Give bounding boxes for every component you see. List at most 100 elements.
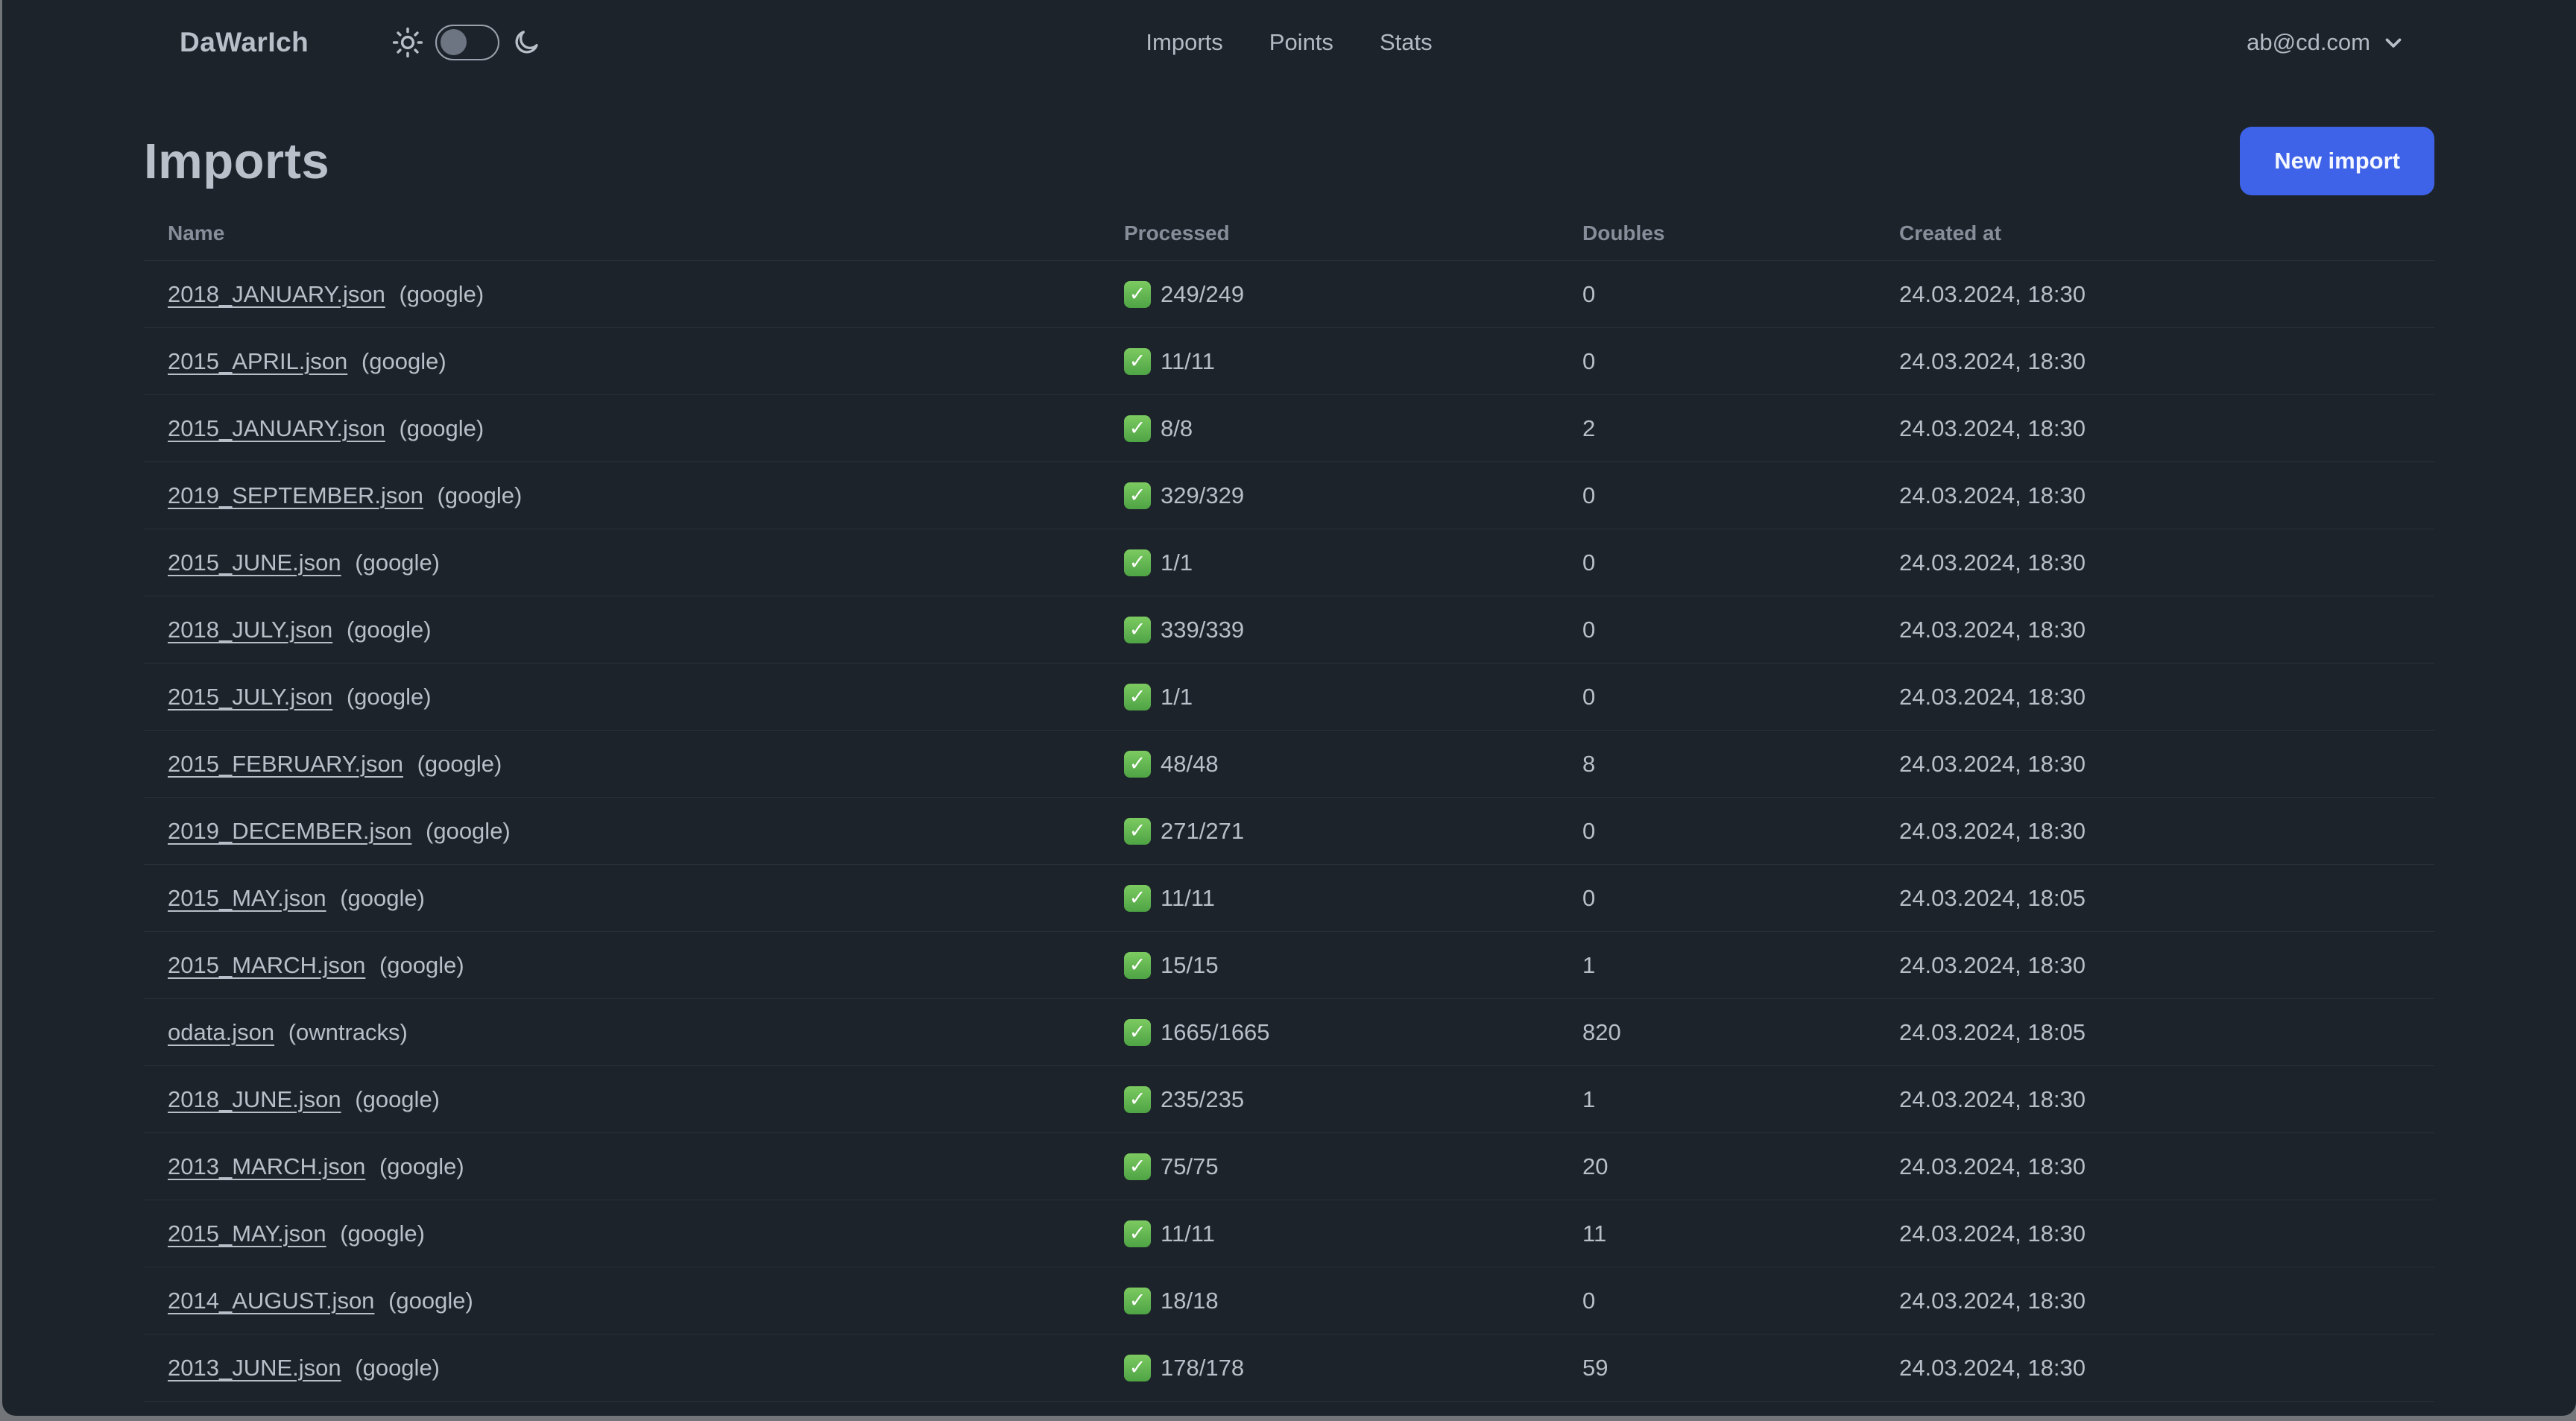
success-check-icon: [1124, 1018, 1151, 1046]
created-at: 24.03.2024, 18:30: [1899, 482, 2086, 508]
name-cell: 2015_JANUARY.json (google): [144, 415, 1100, 442]
table-header-row: Name Processed Doubles Created at: [144, 203, 2434, 261]
app-logo[interactable]: DaWarIch: [180, 27, 309, 57]
created-at: 24.03.2024, 18:30: [1899, 415, 2086, 441]
created-at: 24.03.2024, 18:30: [1899, 616, 2086, 643]
new-import-button[interactable]: New import: [2240, 127, 2434, 195]
processed-cell: 249/249: [1100, 280, 1559, 308]
table-row: 2013_JUNE.json (google) 178/178 59 24.03…: [144, 1335, 2434, 1402]
processed-count: 48/48: [1161, 750, 1219, 777]
import-file-link[interactable]: 2015_APRIL.json: [168, 347, 348, 374]
import-file-link[interactable]: 2015_JUNE.json: [168, 549, 341, 576]
doubles-count: 2: [1582, 415, 1596, 441]
doubles-count: 0: [1582, 280, 1596, 307]
processed-count: 18/18: [1161, 1287, 1219, 1314]
success-check-icon: [1124, 415, 1151, 442]
table-row: 2015_JUNE.json (google) 1/1 0 24.03.2024…: [144, 529, 2434, 596]
processed-count: 8/8: [1161, 415, 1193, 441]
toggle-knob: [441, 29, 467, 55]
user-menu[interactable]: ab@cd.com: [2247, 29, 2406, 56]
name-cell: 2015_MAY.json (google): [144, 885, 1100, 912]
chevron-down-icon: [2381, 30, 2406, 55]
success-check-icon: [1124, 683, 1151, 710]
success-check-icon: [1124, 482, 1151, 509]
import-file-link[interactable]: 2014_AUGUST.json: [168, 1287, 375, 1314]
processed-count: 11/11: [1161, 1220, 1215, 1247]
theme-toggle-switch[interactable]: [435, 25, 500, 60]
table-row: odata.json (owntracks) 1665/1665 820 24.…: [144, 999, 2434, 1066]
import-source: (google): [340, 1220, 425, 1247]
doubles-count: 20: [1582, 1153, 1609, 1179]
name-cell: 2013_JUNE.json (google): [144, 1355, 1100, 1381]
doubles-count: 0: [1582, 549, 1596, 576]
table-row: 2015_MARCH.json (google) 15/15 1 24.03.2…: [144, 932, 2434, 999]
import-source: (google): [361, 347, 446, 374]
doubles-count: 0: [1582, 616, 1596, 643]
import-source: (google): [388, 1287, 473, 1314]
created-at: 24.03.2024, 18:30: [1899, 1287, 2086, 1314]
created-at: 24.03.2024, 18:05: [1899, 884, 2086, 911]
name-cell: 2015_JUNE.json (google): [144, 549, 1100, 576]
nav-item-imports[interactable]: Imports: [1146, 29, 1223, 55]
theme-toggle-group: [392, 25, 541, 60]
created-at: 24.03.2024, 18:30: [1899, 549, 2086, 576]
import-file-link[interactable]: 2015_JANUARY.json: [168, 415, 385, 441]
nav-item-stats[interactable]: Stats: [1379, 29, 1433, 55]
page-header: Imports New import: [144, 127, 2434, 195]
table-row: 2014_AUGUST.json (google) 18/18 0 24.03.…: [144, 1267, 2434, 1335]
processed-cell: 11/11: [1100, 1220, 1559, 1247]
import-source: (google): [379, 1153, 464, 1179]
name-cell: 2015_APRIL.json (google): [144, 348, 1100, 375]
processed-count: 178/178: [1161, 1354, 1245, 1381]
processed-cell: 1/1: [1100, 549, 1559, 576]
import-source: (google): [437, 482, 523, 508]
success-check-icon: [1124, 884, 1151, 912]
main-nav: Imports Points Stats: [1146, 0, 1432, 85]
import-source: (google): [355, 1086, 441, 1112]
processed-cell: 11/11: [1100, 347, 1559, 375]
import-file-link[interactable]: 2018_JULY.json: [168, 616, 333, 643]
success-check-icon: [1124, 750, 1151, 778]
table-row: 2018_JUNE.json (google) 235/235 1 24.03.…: [144, 1066, 2434, 1133]
import-file-link[interactable]: 2015_MAY.json: [168, 884, 326, 911]
import-file-link[interactable]: 2015_JULY.json: [168, 683, 333, 710]
processed-cell: 8/8: [1100, 415, 1559, 442]
doubles-count: 1: [1582, 1086, 1596, 1112]
created-at: 24.03.2024, 18:30: [1899, 1220, 2086, 1247]
import-file-link[interactable]: 2019_DECEMBER.json: [168, 817, 412, 844]
created-at: 24.03.2024, 18:30: [1899, 817, 2086, 844]
created-at: 24.03.2024, 18:30: [1899, 683, 2086, 710]
success-check-icon: [1124, 280, 1151, 308]
import-file-link[interactable]: 2019_SEPTEMBER.json: [168, 482, 423, 508]
nav-item-points[interactable]: Points: [1269, 29, 1333, 55]
created-at: 24.03.2024, 18:30: [1899, 750, 2086, 777]
name-cell: 2019_SEPTEMBER.json (google): [144, 482, 1100, 509]
processed-count: 11/11: [1161, 347, 1215, 374]
name-cell: 2015_FEBRUARY.json (google): [144, 751, 1100, 778]
name-cell: 2013_MARCH.json (google): [144, 1153, 1100, 1180]
created-at: 24.03.2024, 18:30: [1899, 347, 2086, 374]
name-cell: 2019_DECEMBER.json (google): [144, 818, 1100, 845]
moon-icon: [511, 28, 541, 57]
import-file-link[interactable]: 2013_MARCH.json: [168, 1153, 366, 1179]
processed-count: 75/75: [1161, 1153, 1219, 1179]
created-at: 24.03.2024, 18:30: [1899, 1354, 2086, 1381]
sun-icon: [392, 27, 423, 58]
success-check-icon: [1124, 616, 1151, 643]
import-file-link[interactable]: 2015_MARCH.json: [168, 951, 366, 978]
processed-count: 1/1: [1161, 549, 1193, 576]
import-source: (google): [340, 884, 425, 911]
doubles-count: 59: [1582, 1354, 1609, 1381]
success-check-icon: [1124, 1354, 1151, 1381]
import-file-link[interactable]: 2013_JUNE.json: [168, 1354, 341, 1381]
import-file-link[interactable]: 2018_JUNE.json: [168, 1086, 341, 1112]
success-check-icon: [1124, 951, 1151, 979]
column-header-processed: Processed: [1124, 221, 1230, 245]
success-check-icon: [1124, 347, 1151, 375]
import-file-link[interactable]: 2015_FEBRUARY.json: [168, 750, 403, 777]
import-file-link[interactable]: odata.json: [168, 1018, 275, 1045]
import-source: (google): [346, 616, 432, 643]
import-file-link[interactable]: 2015_MAY.json: [168, 1220, 326, 1247]
import-file-link[interactable]: 2018_JANUARY.json: [168, 280, 385, 307]
